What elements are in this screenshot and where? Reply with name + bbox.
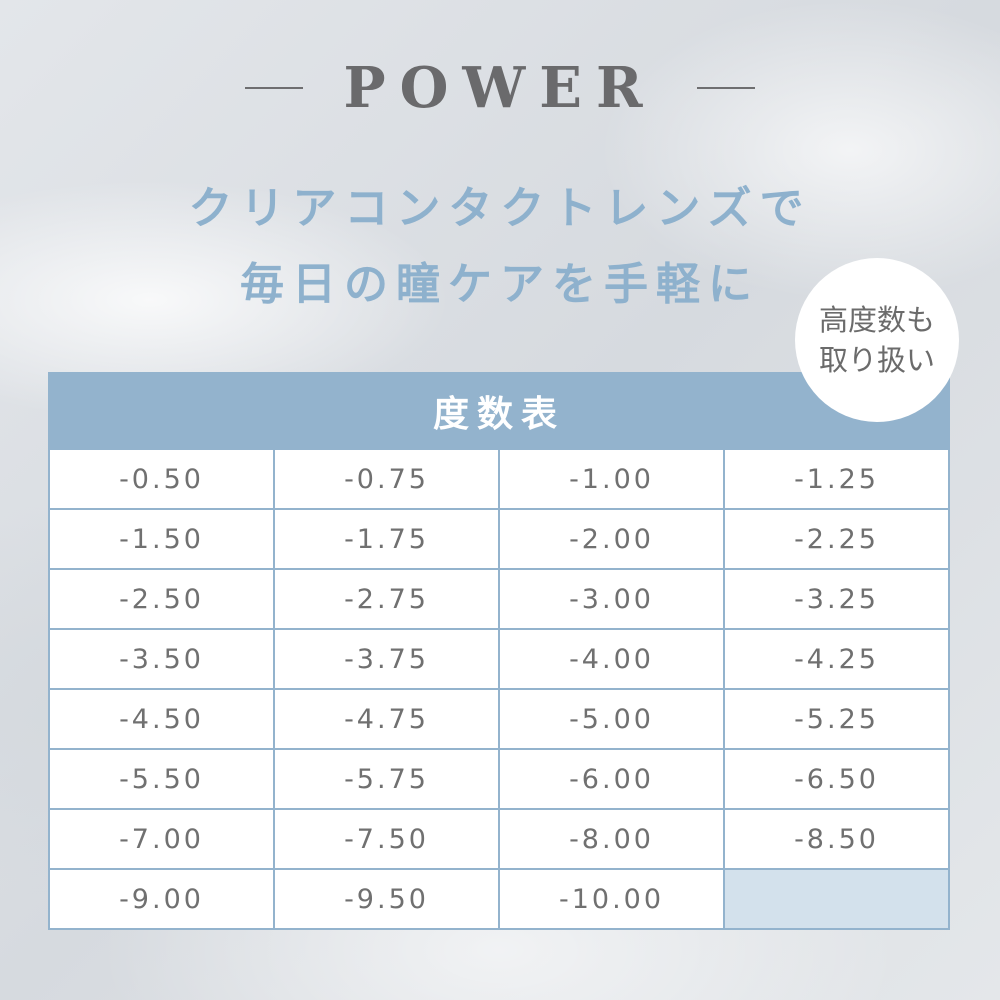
table-cell: -10.00: [500, 870, 723, 928]
table-cell: -9.50: [275, 870, 498, 928]
table-cell: -5.75: [275, 750, 498, 808]
table-cell: -2.00: [500, 510, 723, 568]
table-cell: -1.75: [275, 510, 498, 568]
table-cell: -6.50: [725, 750, 948, 808]
table-cell: -5.50: [50, 750, 273, 808]
table-cell: -4.25: [725, 630, 948, 688]
table-cell: -2.25: [725, 510, 948, 568]
subtitle-line-2: 毎日の瞳ケアを手軽に: [240, 259, 760, 310]
table-cell: -4.75: [275, 690, 498, 748]
power-table: 度数表 -0.50 -0.75 -1.00 -1.25 -1.50 -1.75 -2.00-…: [48, 372, 950, 930]
table-cell: -1.00: [500, 450, 723, 508]
badge-line-1: 高度数も: [818, 303, 935, 337]
subtitle-line-1: クリアコンタクトレンズで: [188, 183, 812, 234]
badge-line-2: 取り扱い: [818, 343, 935, 377]
table-cell: -5.00: [500, 690, 723, 748]
high-power-badge: 高度数も 取り扱い: [795, 258, 959, 422]
title-dash-left: [245, 87, 304, 89]
table-cell: -1.25: [725, 450, 948, 508]
table-cell: -7.00: [50, 810, 273, 868]
table-header: 度数表: [432, 394, 565, 435]
table-cell: -3.75: [275, 630, 498, 688]
table-cell: -0.75: [275, 450, 498, 508]
title-text: POWER: [343, 55, 657, 121]
table-cell: -3.25: [725, 570, 948, 628]
table-cell: -2.75: [275, 570, 498, 628]
table-cell: -2.50: [50, 570, 273, 628]
table-cell: -8.00: [500, 810, 723, 868]
table-cell: -4.00: [500, 630, 723, 688]
table-grid: -0.50 -0.75 -1.00 -1.25 -1.50 -1.75 -2.00 -2.25…: [50, 450, 948, 928]
table-cell: -1.50: [50, 510, 273, 568]
table-cell: -7.50: [275, 810, 498, 868]
table-cell: -3.50: [50, 630, 273, 688]
table-cell: [725, 870, 948, 928]
table-cell: -4.50: [50, 690, 273, 748]
table-cell: -3.00: [500, 570, 723, 628]
page-title: POWER: [0, 55, 1000, 121]
table-cell: -6.00: [500, 750, 723, 808]
table-cell: -0.50: [50, 450, 273, 508]
table-cell: -8.50: [725, 810, 948, 868]
table-cell: -9.00: [50, 870, 273, 928]
title-dash-right: [696, 87, 755, 89]
table-cell: -5.25: [725, 690, 948, 748]
